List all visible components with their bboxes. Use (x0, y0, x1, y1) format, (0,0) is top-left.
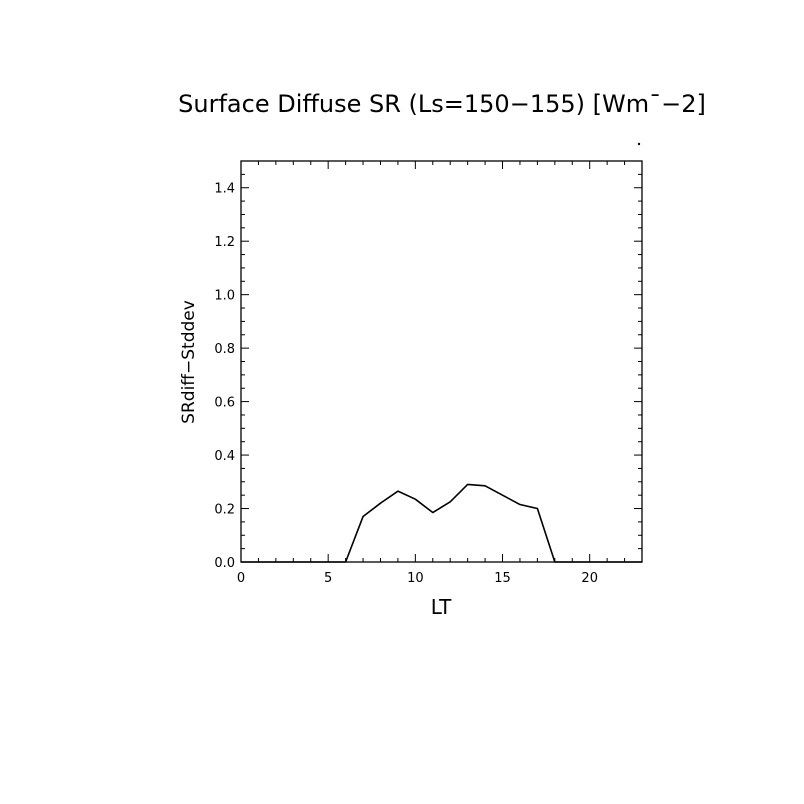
plot-frame (240, 160, 643, 563)
y-tick-label: 1.4 (214, 182, 235, 197)
y-tick-label: 0.6 (214, 396, 235, 411)
x-tick-label: 20 (581, 571, 598, 586)
y-axis-label: SRdiff−Stddev (179, 300, 199, 424)
y-tick-label: 1.0 (214, 289, 235, 304)
y-tick-label: 0.2 (214, 503, 235, 518)
y-tick-label: 0.0 (214, 556, 235, 571)
chart-title: Surface Diffuse SR (Ls=150−155) [Wm¯−2] (178, 90, 706, 118)
x-tick-label: 15 (494, 571, 511, 586)
y-tick-label: 0.8 (214, 342, 235, 357)
series-layer (241, 483, 642, 563)
x-axis-label: LT (431, 595, 452, 619)
x-axis-ticks: 0 5 10 15 20 (237, 161, 643, 586)
y-tick-label: 1.2 (214, 235, 235, 250)
x-tick-label: 0 (237, 571, 245, 586)
series-line (241, 483, 642, 563)
y-tick-label: 0.4 (214, 449, 235, 464)
corner-dot (637, 142, 641, 146)
x-tick-label: 5 (324, 571, 332, 586)
x-tick-label: 10 (407, 571, 424, 586)
y-axis-ticks: 0.0 0.2 0.4 0.6 0.8 1.0 1.2 1.4 (214, 160, 642, 571)
